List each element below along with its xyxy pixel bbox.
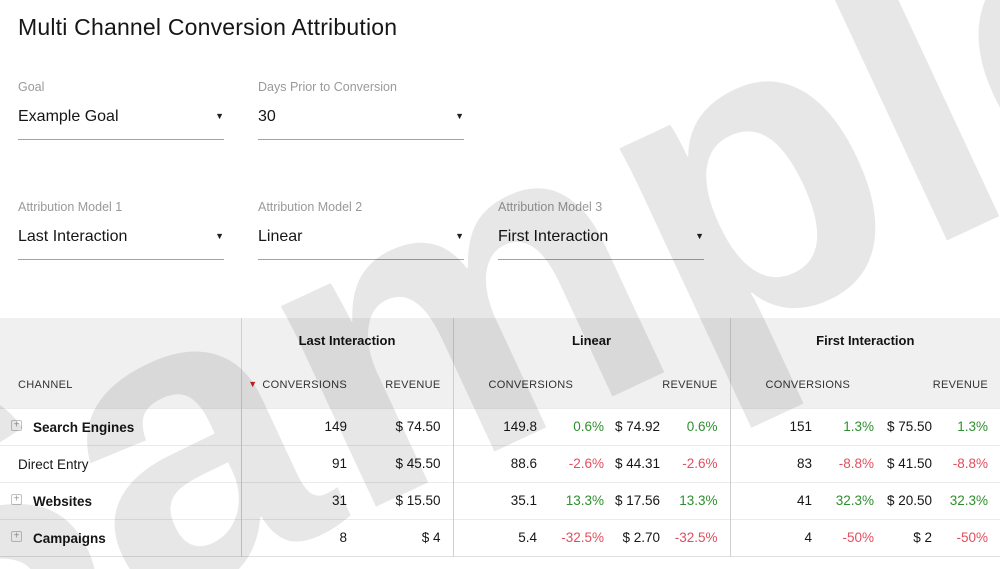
li-revenue-value: $ 4 [353,518,454,556]
fi-conversions-value: 151 [729,407,819,445]
channel-name: Direct Entry [18,456,89,472]
attribution-model-3-label: Attribution Model 3 [498,200,603,214]
attribution-model-3-selected-option: First Interaction [498,228,609,245]
li-revenue-value: $ 45.50 [353,444,454,482]
fi-revenue-value: $ 2 [880,518,939,556]
linear-conversions-value: 5.4 [452,518,544,556]
sort-descending-icon: ▼ [248,378,258,389]
li-revenue-value: $ 15.50 [353,481,454,519]
fi-conversions-value: 41 [729,481,819,519]
linear-conversions-delta: -2.6% [543,444,611,482]
linear-revenue-value: $ 2.70 [610,518,667,556]
linear-conversions-column-header[interactable]: CONVERSIONS [452,362,611,408]
fi-revenue-column-header[interactable]: REVENUE [880,362,1000,408]
expand-icon[interactable] [11,531,22,543]
fi-revenue-value: $ 75.50 [880,407,939,445]
fi-conversions-delta: 1.3% [818,407,881,445]
linear-revenue-column-header[interactable]: REVENUE [610,362,731,408]
goal-value[interactable]: Example Goal ▼ [18,107,224,140]
table-row-websites: Websites 31 $ 15.50 35.1 13.3% $ 17.56 1… [0,481,1000,519]
fi-conversions-delta: 32.3% [818,481,881,519]
attribution-model-2-label: Attribution Model 2 [258,200,363,214]
attribution-model-2-value[interactable]: Linear ▼ [258,227,464,260]
channel-name: Search Engines [33,419,135,435]
page-title: Multi Channel Conversion Attribution [18,14,398,40]
attribution-model-3-value[interactable]: First Interaction ▼ [498,227,704,260]
fi-conversions-value: 83 [729,444,819,482]
attribution-model-1-value[interactable]: Last Interaction ▼ [18,227,224,260]
li-revenue-value: $ 74.50 [353,407,454,445]
fi-conversions-value: 4 [729,518,819,556]
chevron-down-icon: ▼ [215,111,224,121]
fi-revenue-value: $ 41.50 [880,444,939,482]
linear-revenue-delta: -2.6% [666,444,731,482]
goal-selected-option: Example Goal [18,108,119,125]
table-row-search-engines: Search Engines 149 $ 74.50 149.8 0.6% $ … [0,407,1000,445]
linear-conversions-delta: 13.3% [543,481,611,519]
group-header-spacer [0,318,241,362]
days-prior-value[interactable]: 30 ▼ [258,107,464,140]
group-header-last-interaction: Last Interaction [240,318,454,362]
linear-revenue-delta: -32.5% [666,518,731,556]
chevron-down-icon: ▼ [455,111,464,121]
goal-select[interactable]: Goal Example Goal ▼ [18,80,224,140]
fi-revenue-delta: 32.3% [938,481,1000,519]
channel-name: Websites [33,493,93,509]
attribution-table: Last Interaction Linear First Interactio… [0,318,1000,557]
attribution-model-3-select[interactable]: Attribution Model 3 First Interaction ▼ [498,200,704,260]
linear-conversions-value: 35.1 [452,481,544,519]
linear-conversions-delta: 0.6% [543,407,611,445]
goal-label: Goal [18,80,45,94]
fi-conversions-column-header[interactable]: CONVERSIONS [729,362,881,408]
linear-revenue-delta: 13.3% [666,481,731,519]
linear-revenue-value: $ 74.92 [610,407,667,445]
li-revenue-column-header[interactable]: REVENUE [353,362,454,408]
li-conversions-value: 91 [240,444,353,482]
linear-revenue-delta: 0.6% [666,407,731,445]
li-conversions-value: 8 [240,518,353,556]
linear-revenue-value: $ 17.56 [610,481,667,519]
attribution-model-2-select[interactable]: Attribution Model 2 Linear ▼ [258,200,464,260]
li-conversions-value: 149 [240,407,353,445]
chevron-down-icon: ▼ [695,231,704,241]
table-row-direct-entry: Direct Entry 91 $ 45.50 88.6 -2.6% $ 44.… [0,444,1000,482]
fi-revenue-value: $ 20.50 [880,481,939,519]
fi-revenue-delta: -50% [938,518,1000,556]
linear-conversions-value: 88.6 [452,444,544,482]
li-conversions-value: 31 [240,481,353,519]
channel-name: Campaigns [33,530,106,546]
linear-conversions-value: 149.8 [452,407,544,445]
expand-icon[interactable] [11,420,22,432]
fi-revenue-delta: -8.8% [938,444,1000,482]
attribution-model-1-label: Attribution Model 1 [18,200,123,214]
linear-revenue-value: $ 44.31 [610,444,667,482]
column-header-row: CHANNEL ▼ CONVERSIONS REVENUE CONVERSIONS… [0,362,1000,408]
fi-revenue-delta: 1.3% [938,407,1000,445]
group-header-row: Last Interaction Linear First Interactio… [0,318,1000,362]
attribution-model-2-selected-option: Linear [258,228,303,245]
days-prior-select[interactable]: Days Prior to Conversion 30 ▼ [258,80,464,140]
li-conversions-column-header[interactable]: ▼ CONVERSIONS [240,362,353,408]
chevron-down-icon: ▼ [455,231,464,241]
linear-conversions-delta: -32.5% [543,518,611,556]
group-header-linear: Linear [452,318,731,362]
chevron-down-icon: ▼ [215,231,224,241]
attribution-model-1-selected-option: Last Interaction [18,228,128,245]
attribution-model-1-select[interactable]: Attribution Model 1 Last Interaction ▼ [18,200,224,260]
days-prior-selected-option: 30 [258,108,276,125]
expand-icon[interactable] [11,494,22,506]
days-prior-label: Days Prior to Conversion [258,80,397,94]
fi-conversions-delta: -8.8% [818,444,881,482]
group-header-first-interaction: First Interaction [729,318,1000,362]
fi-conversions-delta: -50% [818,518,881,556]
channel-column-header[interactable]: CHANNEL [0,362,241,408]
table-row-campaigns: Campaigns 8 $ 4 5.4 -32.5% $ 2.70 -32.5%… [0,518,1000,556]
